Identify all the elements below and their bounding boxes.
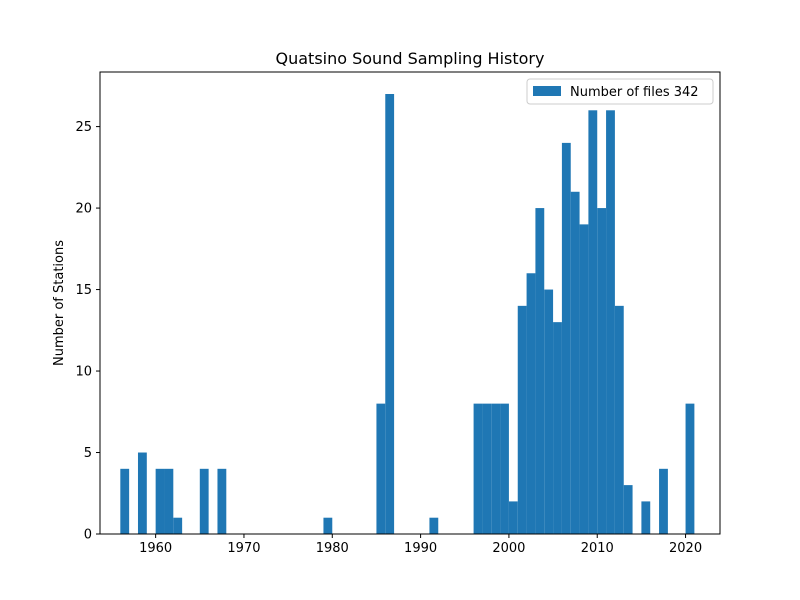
- histogram-bar: [526, 273, 536, 534]
- histogram-bar: [137, 452, 147, 534]
- x-tick-label: 1980: [316, 541, 349, 556]
- histogram-bar: [561, 142, 571, 534]
- y-axis: 0 5 10 15 20 25: [75, 120, 100, 543]
- legend: Number of files 342: [526, 78, 714, 105]
- y-tick-label: 20: [75, 202, 92, 217]
- histogram-bar: [120, 468, 130, 534]
- histogram-bar: [685, 403, 695, 534]
- histogram-bar: [535, 208, 545, 534]
- chart-title: Quatsino Sound Sampling History: [276, 49, 545, 68]
- x-tick-label: 2020: [669, 541, 702, 556]
- y-axis-title: Number of Stations: [52, 240, 67, 366]
- histogram-bar: [588, 110, 598, 534]
- histogram-bar: [641, 501, 651, 534]
- histogram-bar: [517, 305, 527, 534]
- histogram-bar: [385, 94, 395, 534]
- plot-area-frame: [99, 71, 721, 535]
- legend-label: Number of files 342: [570, 85, 699, 100]
- histogram-bar: [508, 501, 518, 534]
- x-tick-label: 1960: [139, 541, 172, 556]
- legend-frame: [526, 78, 714, 105]
- histogram-bar: [429, 517, 439, 534]
- histogram-bar: [199, 468, 209, 534]
- histogram-bar: [570, 191, 580, 534]
- histogram-bar: [623, 485, 633, 534]
- histogram-bar: [482, 403, 492, 534]
- histogram-bar: [659, 468, 668, 534]
- x-tick-label: 2010: [581, 541, 614, 556]
- y-tick-label: 15: [75, 283, 92, 298]
- histogram-bar: [217, 468, 227, 534]
- histogram-bar: [164, 468, 174, 534]
- histogram-bar: [376, 403, 386, 534]
- bar-series: [120, 94, 695, 535]
- histogram-bar: [473, 403, 483, 534]
- histogram-bar: [500, 403, 509, 534]
- histogram-bar: [323, 517, 333, 534]
- histogram-bar: [553, 322, 562, 534]
- x-tick-label: 1990: [404, 541, 437, 556]
- histogram-bar: [155, 468, 165, 534]
- x-tick-label: 1970: [227, 541, 260, 556]
- x-tick-label: 2000: [492, 541, 525, 556]
- histogram-bar: [606, 110, 615, 534]
- y-tick-label: 25: [75, 120, 92, 135]
- y-tick-label: 5: [84, 446, 92, 461]
- legend-swatch: [533, 86, 561, 96]
- histogram-bar: [173, 517, 183, 534]
- histogram-bar: [544, 289, 554, 534]
- histogram-bar: [579, 224, 589, 535]
- y-tick-label: 10: [75, 365, 92, 380]
- histogram-bar: [597, 208, 607, 534]
- histogram-bar: [614, 305, 624, 534]
- histogram-bar: [491, 403, 501, 534]
- x-axis: 1960 1970 1980 1990 2000 2010 2020: [139, 534, 702, 556]
- y-tick-label: 0: [84, 528, 92, 543]
